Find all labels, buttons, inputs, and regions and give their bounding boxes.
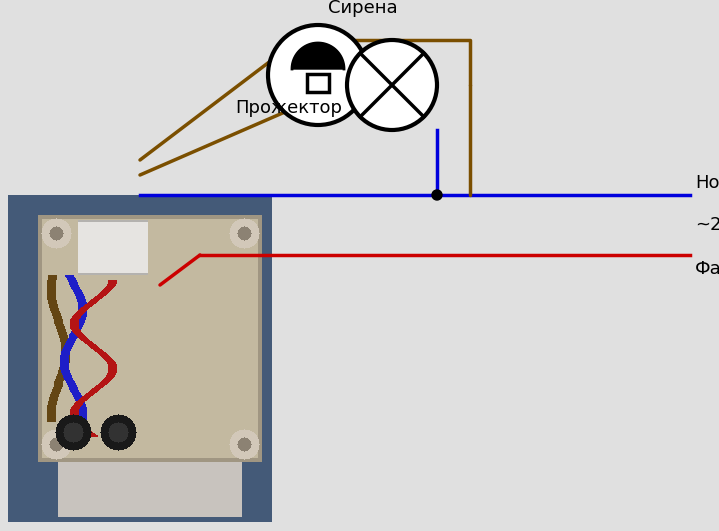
Circle shape bbox=[268, 25, 368, 125]
Text: Сирена: Сирена bbox=[328, 0, 398, 17]
Text: Фаза: Фаза bbox=[695, 260, 719, 278]
Bar bbox=[307, 74, 329, 92]
Text: Ноль: Ноль bbox=[695, 174, 719, 192]
Circle shape bbox=[432, 190, 442, 200]
Text: Прожектор: Прожектор bbox=[235, 99, 342, 117]
Circle shape bbox=[347, 40, 437, 130]
Text: ~220В: ~220В bbox=[695, 216, 719, 234]
Polygon shape bbox=[292, 43, 344, 69]
